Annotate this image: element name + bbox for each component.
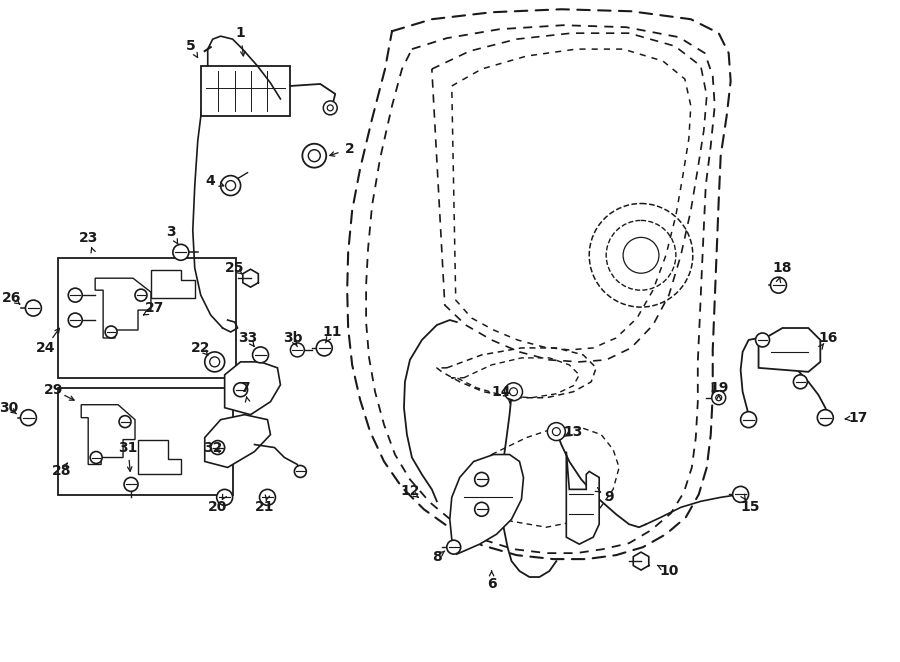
Bar <box>58 258 236 378</box>
Text: 10: 10 <box>659 564 679 578</box>
Polygon shape <box>759 328 820 372</box>
Circle shape <box>135 289 147 301</box>
Circle shape <box>68 313 82 327</box>
Circle shape <box>770 277 787 293</box>
Text: 3: 3 <box>166 225 176 240</box>
Circle shape <box>105 326 117 338</box>
Text: 15: 15 <box>741 500 760 514</box>
Circle shape <box>474 502 489 516</box>
Circle shape <box>217 489 232 505</box>
Text: 12: 12 <box>400 485 419 498</box>
Circle shape <box>253 347 268 363</box>
Circle shape <box>553 428 561 436</box>
Text: 33: 33 <box>238 331 257 345</box>
Polygon shape <box>81 404 135 465</box>
Text: 9: 9 <box>604 491 614 504</box>
Circle shape <box>211 441 225 455</box>
Circle shape <box>294 465 306 477</box>
Circle shape <box>173 244 189 260</box>
Circle shape <box>716 395 722 401</box>
Circle shape <box>309 150 320 162</box>
Text: 6: 6 <box>487 577 497 591</box>
Text: 30: 30 <box>0 401 18 414</box>
Text: 13: 13 <box>563 424 583 439</box>
Polygon shape <box>151 270 194 298</box>
Text: 16: 16 <box>819 331 838 345</box>
Circle shape <box>124 477 138 491</box>
Circle shape <box>817 410 833 426</box>
Text: 18: 18 <box>773 261 792 275</box>
Circle shape <box>323 101 338 115</box>
Circle shape <box>291 343 304 357</box>
Text: 20: 20 <box>208 500 228 514</box>
Polygon shape <box>138 440 181 475</box>
Polygon shape <box>450 455 524 554</box>
Text: 14: 14 <box>491 385 511 399</box>
Text: 19: 19 <box>709 381 728 395</box>
Circle shape <box>328 105 333 111</box>
Text: 8: 8 <box>432 550 442 564</box>
Text: 3b: 3b <box>283 331 302 345</box>
Circle shape <box>446 540 461 554</box>
Text: 7: 7 <box>239 381 249 395</box>
Polygon shape <box>95 278 151 338</box>
Text: 4: 4 <box>206 173 216 187</box>
Circle shape <box>259 489 275 505</box>
Circle shape <box>474 473 489 487</box>
Circle shape <box>25 300 41 316</box>
Circle shape <box>234 383 248 397</box>
Text: 23: 23 <box>78 231 98 246</box>
Circle shape <box>204 352 225 372</box>
Circle shape <box>316 340 332 356</box>
Circle shape <box>226 181 236 191</box>
Circle shape <box>210 357 220 367</box>
Text: 31: 31 <box>118 440 138 455</box>
Circle shape <box>794 375 807 389</box>
Polygon shape <box>204 414 271 467</box>
Text: 11: 11 <box>322 325 342 339</box>
Text: 22: 22 <box>191 341 211 355</box>
Text: 29: 29 <box>43 383 63 397</box>
Circle shape <box>712 391 725 404</box>
Text: 17: 17 <box>849 410 868 424</box>
Circle shape <box>220 175 240 195</box>
Circle shape <box>90 451 102 463</box>
Polygon shape <box>566 451 599 544</box>
Circle shape <box>505 383 523 401</box>
Circle shape <box>21 410 36 426</box>
Text: 32: 32 <box>203 440 222 455</box>
Text: 28: 28 <box>51 465 71 479</box>
Circle shape <box>733 487 749 502</box>
Text: 2: 2 <box>346 142 355 156</box>
Text: 1: 1 <box>236 26 246 40</box>
Polygon shape <box>225 362 281 414</box>
Text: 24: 24 <box>36 341 55 355</box>
Circle shape <box>509 388 518 396</box>
Text: 21: 21 <box>255 500 274 514</box>
Bar <box>58 388 232 495</box>
Circle shape <box>68 288 82 302</box>
Circle shape <box>741 412 757 428</box>
Circle shape <box>119 416 131 428</box>
Text: 5: 5 <box>186 39 195 53</box>
Circle shape <box>756 333 770 347</box>
Circle shape <box>547 422 565 441</box>
Text: 26: 26 <box>2 291 22 305</box>
Circle shape <box>302 144 327 167</box>
Bar <box>201 66 291 116</box>
Text: 27: 27 <box>145 301 165 315</box>
Text: 25: 25 <box>225 261 245 275</box>
